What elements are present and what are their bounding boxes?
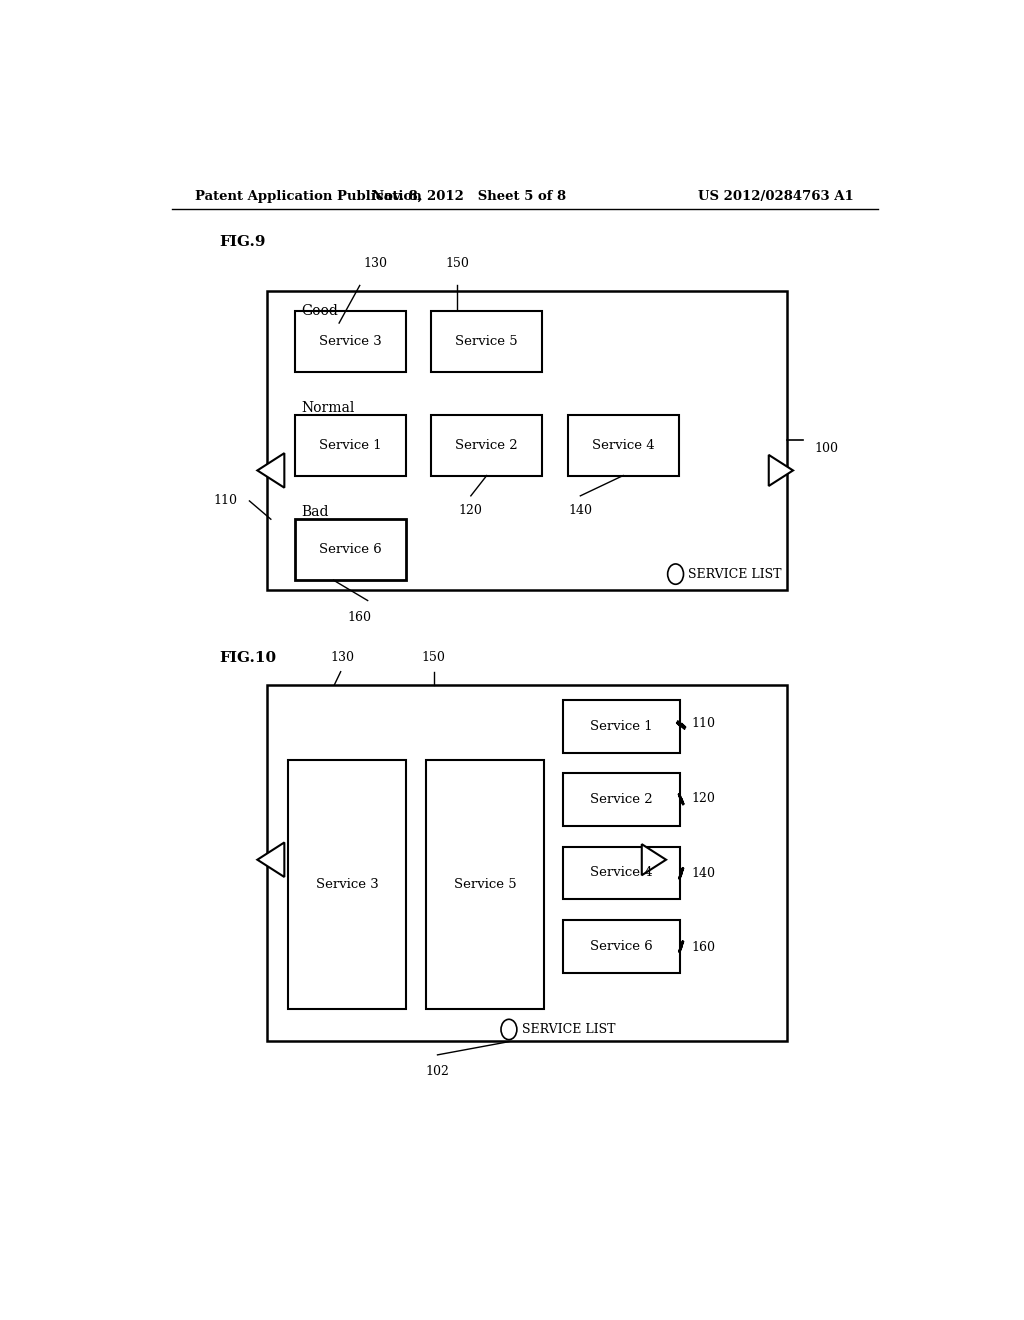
- Bar: [563, 920, 680, 973]
- Text: Service 4: Service 4: [590, 866, 653, 879]
- Text: 150: 150: [445, 257, 469, 271]
- Text: Service 6: Service 6: [590, 940, 653, 953]
- Text: 160: 160: [348, 611, 372, 623]
- Text: Nov. 8, 2012   Sheet 5 of 8: Nov. 8, 2012 Sheet 5 of 8: [372, 190, 566, 202]
- Polygon shape: [769, 455, 793, 486]
- Text: Service 4: Service 4: [592, 438, 654, 451]
- Bar: [563, 700, 680, 752]
- Text: Good: Good: [301, 304, 338, 318]
- Text: 120: 120: [459, 504, 482, 517]
- Text: 160: 160: [691, 941, 716, 953]
- Text: Service 5: Service 5: [456, 335, 518, 348]
- Bar: [426, 760, 544, 1008]
- Polygon shape: [642, 845, 666, 875]
- Text: Service 3: Service 3: [318, 335, 382, 348]
- Bar: [289, 760, 406, 1008]
- Text: 140: 140: [568, 504, 592, 517]
- Text: Patent Application Publication: Patent Application Publication: [196, 190, 422, 202]
- Text: 110: 110: [214, 495, 238, 507]
- Text: FIG.10: FIG.10: [219, 652, 276, 665]
- Text: Service 1: Service 1: [590, 721, 653, 733]
- Text: 100: 100: [814, 442, 839, 454]
- Bar: [563, 774, 680, 826]
- Text: 120: 120: [691, 792, 716, 805]
- Text: 130: 130: [364, 257, 388, 271]
- Text: US 2012/0284763 A1: US 2012/0284763 A1: [698, 190, 854, 202]
- Text: Service 3: Service 3: [315, 878, 379, 891]
- Text: 130: 130: [331, 651, 354, 664]
- Bar: [431, 312, 543, 372]
- Text: Service 6: Service 6: [318, 544, 382, 556]
- Bar: [295, 414, 406, 475]
- Text: FIG.9: FIG.9: [219, 235, 266, 248]
- Bar: [563, 846, 680, 899]
- Text: Service 2: Service 2: [456, 438, 518, 451]
- Polygon shape: [257, 842, 285, 876]
- Text: SERVICE LIST: SERVICE LIST: [522, 1023, 615, 1036]
- Text: Normal: Normal: [301, 400, 354, 414]
- Text: Bad: Bad: [301, 506, 329, 519]
- Bar: [567, 414, 679, 475]
- Text: SERVICE LIST: SERVICE LIST: [688, 568, 781, 581]
- Text: 102: 102: [426, 1065, 450, 1078]
- Bar: [431, 414, 543, 475]
- Text: Service 1: Service 1: [318, 438, 382, 451]
- Text: 140: 140: [691, 867, 716, 880]
- Bar: [267, 290, 786, 590]
- Bar: [295, 312, 406, 372]
- Text: Service 5: Service 5: [454, 878, 516, 891]
- Bar: [295, 519, 406, 581]
- Polygon shape: [257, 453, 285, 487]
- Text: 150: 150: [422, 651, 445, 664]
- Text: Service 2: Service 2: [590, 793, 653, 807]
- Text: 110: 110: [691, 717, 716, 730]
- Bar: [267, 685, 786, 1040]
